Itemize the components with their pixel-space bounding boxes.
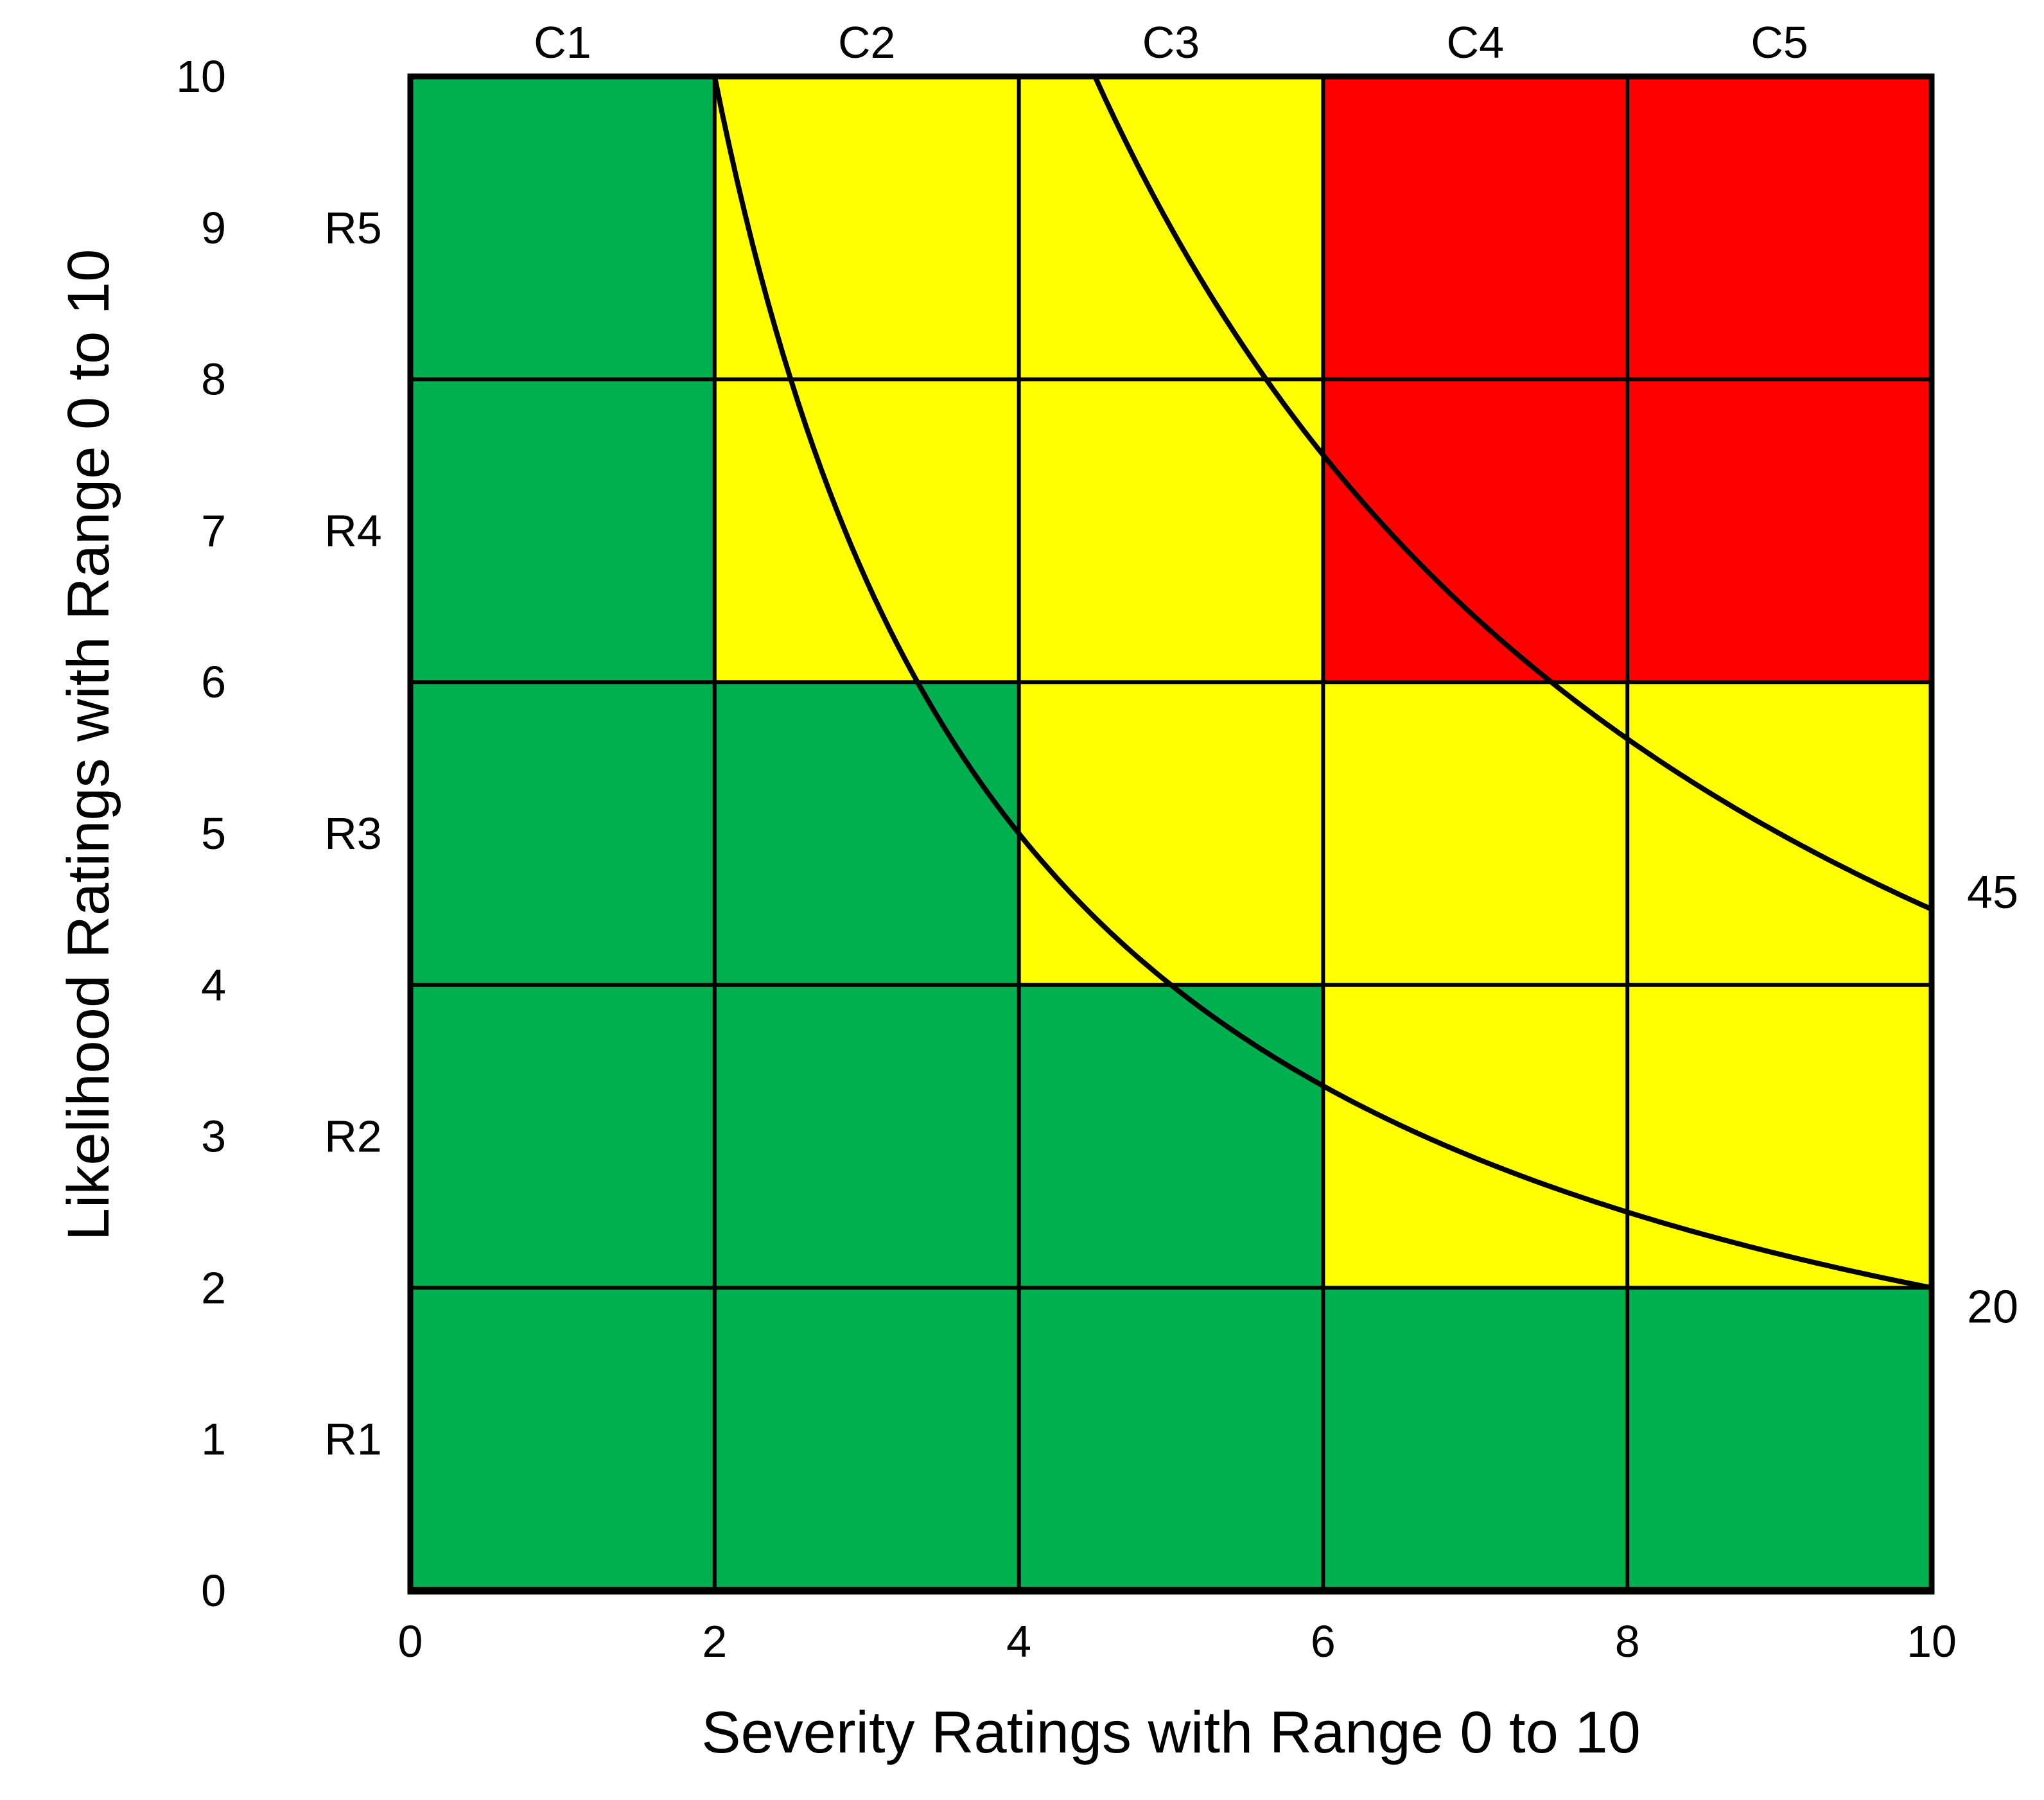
x-axis-title: Severity Ratings with Range 0 to 10 (701, 1700, 1641, 1765)
matrix-cell-r4-c5 (1627, 379, 1932, 683)
matrix-cell-r1-c1 (410, 1288, 715, 1591)
row-label-r4: R4 (324, 505, 381, 555)
matrix-cell-r1-c4 (1323, 1288, 1628, 1591)
matrix-cell-r2-c2 (714, 984, 1019, 1288)
y-tick-label: 1 (201, 1414, 226, 1464)
column-label-c4: C4 (1447, 17, 1504, 67)
column-label-c2: C2 (838, 17, 895, 67)
y-tick-label: 9 (201, 203, 226, 253)
y-tick-label: 0 (201, 1566, 226, 1616)
iso-risk-curve-45 (1092, 74, 1934, 912)
matrix-cell-r4-c3 (1018, 379, 1323, 683)
y-tick-label: 6 (201, 657, 226, 707)
matrix-cell-r4-c4 (1323, 379, 1628, 683)
matrix-cell-r1-c2 (714, 1288, 1019, 1591)
y-axis-title: Likelihood Ratings with Range 0 to 10 (56, 249, 121, 1241)
x-tick-label: 8 (1615, 1616, 1640, 1666)
matrix-cell-r3-c1 (410, 682, 715, 985)
row-label-r3: R3 (324, 808, 381, 859)
x-tick-label: 4 (1006, 1616, 1031, 1666)
row-label-r2: R2 (324, 1112, 381, 1162)
matrix-cell-r5-c2 (714, 76, 1019, 380)
matrix-cell-r4-c1 (410, 379, 715, 683)
column-label-c1: C1 (534, 17, 591, 67)
x-tick-label: 2 (702, 1616, 727, 1666)
column-label-c3: C3 (1142, 17, 1200, 67)
row-label-r1: R1 (324, 1414, 381, 1464)
iso-risk-curve-20 (712, 74, 1934, 1291)
y-tick-label: 8 (201, 354, 226, 405)
contour-label-45: 45 (1967, 867, 2018, 918)
matrix-cell-r5-c4 (1323, 76, 1628, 380)
y-tick-label: 5 (201, 808, 226, 859)
matrix-cell-r5-c1 (410, 76, 715, 380)
matrix-cell-r2-c5 (1627, 984, 1932, 1288)
matrix-cell-r3-c2 (714, 682, 1019, 985)
column-label-c5: C5 (1751, 17, 1808, 67)
row-label-r5: R5 (324, 203, 381, 253)
matrix-cell-r2-c3 (1018, 984, 1323, 1288)
y-tick-label: 7 (201, 505, 226, 555)
y-tick-label: 4 (201, 960, 226, 1010)
matrix-cell-r1-c5 (1627, 1288, 1932, 1591)
x-tick-label: 0 (398, 1616, 423, 1666)
matrix-cell-r2-c1 (410, 984, 715, 1288)
x-tick-label: 6 (1311, 1616, 1336, 1666)
matrix-cell-r5-c5 (1627, 76, 1932, 380)
matrix-cell-r3-c3 (1018, 682, 1323, 985)
y-tick-label: 3 (201, 1112, 226, 1162)
matrix-cell-r4-c2 (714, 379, 1019, 683)
matrix-cell-r3-c4 (1323, 682, 1628, 985)
matrix-cell-r2-c4 (1323, 984, 1628, 1288)
matrix-cell-r1-c3 (1018, 1288, 1323, 1591)
contour-label-20: 20 (1967, 1281, 2018, 1333)
y-tick-label: 2 (201, 1263, 226, 1313)
x-tick-label: 10 (1907, 1616, 1957, 1666)
y-tick-label: 10 (176, 51, 226, 101)
